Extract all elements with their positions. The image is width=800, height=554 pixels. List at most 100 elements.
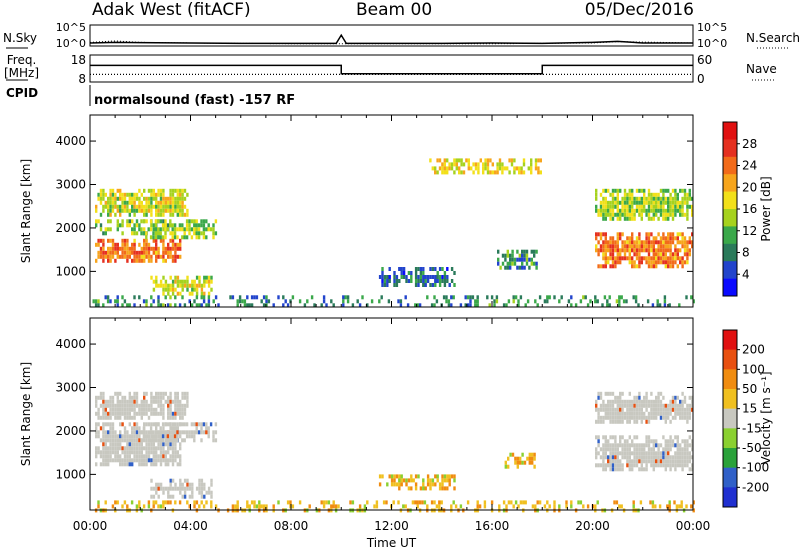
heatmap-cell <box>669 403 672 408</box>
heatmap-cell <box>159 504 163 509</box>
heatmap-cell <box>188 227 191 232</box>
heatmap-cell <box>157 442 160 447</box>
heatmap-cell <box>614 244 617 249</box>
heatmap-cell <box>662 256 665 261</box>
heatmap-cell <box>640 256 643 261</box>
heatmap-cell <box>395 283 399 287</box>
heatmap-cell <box>659 244 663 249</box>
heatmap-cell <box>664 216 667 221</box>
heatmap-cell <box>205 422 208 427</box>
heatmap-cell <box>526 456 529 461</box>
heatmap-cell <box>308 504 311 509</box>
heatmap-cell <box>681 451 684 456</box>
heatmap-cell <box>181 223 184 228</box>
heatmap-cell <box>635 196 639 201</box>
heatmap-cell <box>688 188 691 193</box>
heatmap-cell <box>188 231 191 236</box>
heatmap-cell <box>650 244 653 249</box>
heatmap-cell <box>126 200 129 205</box>
heatmap-cell <box>143 446 146 451</box>
heatmap-cell <box>202 223 206 228</box>
heatmap-cell <box>619 260 622 265</box>
heatmap-cell <box>138 454 141 459</box>
heatmap-cell <box>669 419 672 424</box>
heatmap-cell <box>126 450 129 455</box>
heatmap-cell <box>453 486 456 491</box>
heatmap-cell <box>179 415 182 420</box>
heatmap-cell <box>643 240 646 245</box>
heatmap-cell <box>652 196 655 201</box>
heatmap-cell <box>128 250 131 255</box>
heatmap-cell <box>455 162 458 167</box>
heatmap-cell <box>596 500 599 505</box>
heatmap-cell <box>671 395 675 400</box>
heatmap-cell <box>200 490 204 495</box>
heatmap-cell <box>131 208 134 213</box>
heatmap-cell <box>133 415 136 420</box>
heatmap-cell <box>167 208 170 213</box>
heatmap-cell <box>628 208 631 213</box>
heatmap-cell <box>164 399 167 404</box>
noise-panel-frame <box>89 24 694 47</box>
heatmap-cell <box>621 443 624 448</box>
heatmap-cell <box>162 391 165 396</box>
heatmap-cell <box>655 260 658 265</box>
heatmap-cell <box>524 303 527 308</box>
heatmap-cell <box>111 458 115 463</box>
heatmap-cell <box>203 275 206 280</box>
heatmap-cell <box>400 474 403 479</box>
heatmap-cell <box>282 295 285 300</box>
heatmap-cell <box>631 467 634 472</box>
heatmap-cell <box>212 434 215 439</box>
heatmap-cell <box>604 248 607 253</box>
heatmap-cell <box>496 166 499 171</box>
heatmap-cell <box>604 260 607 265</box>
cpid-text: normalsound (fast) -157 RF <box>94 93 296 108</box>
heatmap-cell <box>143 227 146 232</box>
heatmap-cell <box>609 208 612 213</box>
heatmap-cell <box>138 200 141 205</box>
heatmap-cell <box>179 434 182 439</box>
time-axis-label: Time UT <box>366 536 417 550</box>
heatmap-cell <box>683 399 687 404</box>
heatmap-cell <box>155 192 158 197</box>
heatmap-cell <box>214 504 218 509</box>
heatmap-cell <box>167 494 170 499</box>
heatmap-cell <box>633 419 636 424</box>
heatmap-cell <box>662 232 665 237</box>
heatmap-cell <box>631 236 634 241</box>
heatmap-cell <box>657 399 660 404</box>
heatmap-cell <box>652 212 655 217</box>
heatmap-cell <box>176 188 179 193</box>
heatmap-cell <box>157 303 160 308</box>
heatmap-cell <box>181 295 184 300</box>
heatmap-cell <box>135 208 139 213</box>
heatmap-cell <box>126 238 129 243</box>
heatmap-cell <box>623 212 627 217</box>
heatmap-cell <box>662 403 665 408</box>
heatmap-cell <box>659 403 663 408</box>
heatmap-cell <box>609 216 612 221</box>
heatmap-cell <box>657 200 660 205</box>
heatmap-cell <box>147 254 151 259</box>
heatmap-cell <box>441 482 444 487</box>
heatmap-cell <box>133 399 136 404</box>
heatmap-cell <box>107 422 110 427</box>
heatmap-cell <box>652 447 655 452</box>
heatmap-cell <box>616 407 619 412</box>
heatmap-cell <box>116 438 119 443</box>
heatmap-cell <box>472 162 475 167</box>
heatmap-cell <box>140 407 143 412</box>
heatmap-cell <box>643 204 646 209</box>
heatmap-cell <box>674 244 677 249</box>
heatmap-cell <box>616 395 619 400</box>
heatmap-cell <box>236 500 239 505</box>
heatmap-cell <box>102 403 105 408</box>
heatmap-cell <box>169 200 172 205</box>
heatmap-cell <box>397 299 400 304</box>
heatmap-cell <box>615 500 619 505</box>
heatmap-cell <box>176 426 179 431</box>
heatmap-cell <box>171 415 175 420</box>
heatmap-cell <box>419 275 423 279</box>
heatmap-cell <box>607 403 610 408</box>
